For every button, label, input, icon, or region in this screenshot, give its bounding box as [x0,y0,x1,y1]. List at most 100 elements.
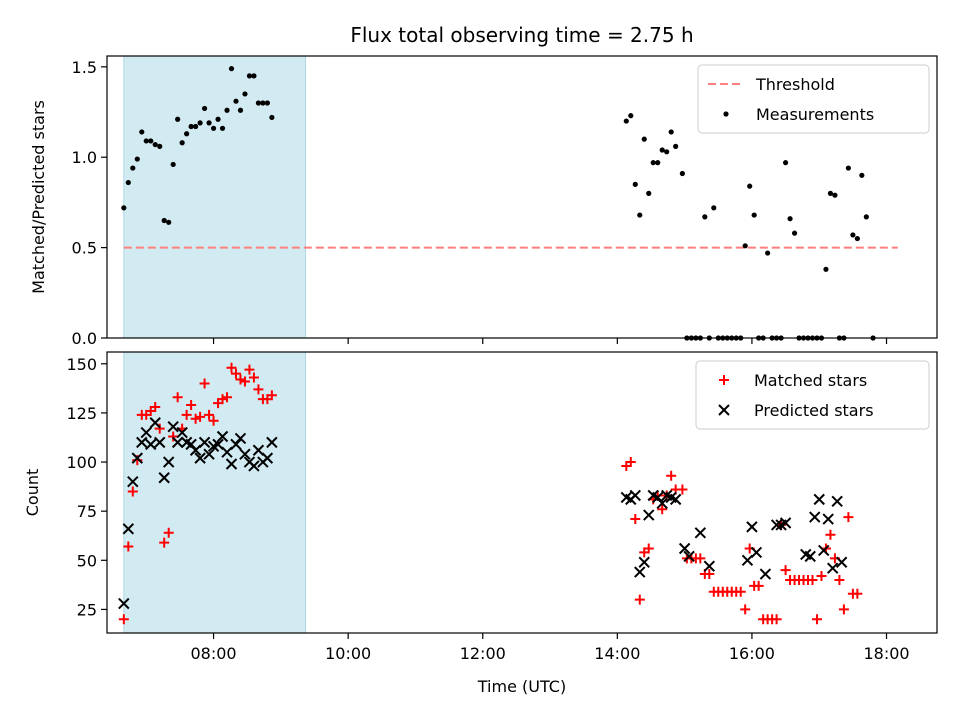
data-point [711,205,717,211]
data-point [198,436,211,449]
data-point [845,165,851,171]
x-tick-label: 08:00 [190,644,236,663]
data-point [237,107,244,113]
data-point [140,426,152,439]
data-point [832,192,838,198]
data-point [632,181,638,187]
chart-title: Flux total observing time = 2.75 h [350,23,693,47]
data-point [204,409,215,420]
data-point [831,495,843,508]
legend-measurements-swatch [723,111,729,117]
y-axis-label: Count [23,469,42,517]
data-point [251,73,257,79]
data-point [184,131,190,137]
data-point [668,129,674,135]
legend-box [697,64,930,134]
data-point [125,179,131,186]
data-point [212,438,224,451]
data-point [252,444,265,456]
data-point [235,374,246,385]
data-point [834,574,845,585]
data-point [118,614,129,625]
data-point [170,161,176,168]
data-point [148,138,154,144]
legend-box [695,360,930,430]
data-point [172,392,183,403]
data-point [637,212,643,218]
data-point [816,571,827,582]
data-point [190,413,201,424]
y-tick-label: 1.0 [72,148,97,167]
y-tick-label: 100 [66,453,97,472]
data-point [678,542,691,555]
data-point [266,390,277,401]
y-tick-label: 0.0 [72,329,97,348]
x-tick-label: 14:00 [594,644,640,663]
data-point [747,183,753,189]
y-tick-label: 1.5 [72,58,97,77]
data-point [852,588,863,599]
data-point [226,362,237,373]
data-point [189,444,202,456]
data-point [634,566,646,578]
data-point [859,172,865,178]
data-point [168,431,179,442]
data-point [203,448,215,460]
x-axis-label: Time (UTC) [477,677,566,696]
data-point [759,568,772,580]
data-point [134,156,140,162]
axes-frame [106,351,938,634]
data-point [234,432,247,445]
legend: Threshold Measurements [697,64,930,134]
bottom-panel: 25 50 75 100 125 150 08:00 10:00 12:00 14:00 16:00… [23,351,938,663]
data-point [239,448,251,460]
data-point [628,113,634,119]
data-point [646,190,652,196]
data-point [673,143,679,149]
data-point [161,217,167,224]
data-point [195,411,206,422]
data-point [823,266,829,272]
data-point [826,562,839,574]
legend-label: Threshold [755,75,835,94]
legend-matched-swatch [719,375,729,385]
data-point [664,149,670,155]
data-point [751,212,757,218]
data-point [246,73,253,79]
data-point [244,364,255,375]
data-point [208,415,219,426]
data-point [264,100,270,106]
data-point [765,250,771,256]
data-point [677,484,688,495]
y-tick-label: 150 [66,355,97,374]
legend: Matched stars Predicted stars [695,360,930,430]
data-point [750,546,763,559]
data-point [827,190,834,196]
data-point [253,384,264,395]
data-point [742,243,748,249]
data-point [746,521,758,533]
data-point [248,372,259,383]
data-point [162,456,175,468]
data-point [216,430,229,443]
data-point [166,219,172,225]
data-point [210,125,217,131]
data-point [735,586,746,597]
top-panel: 0.0 0.5 1.0 1.5 Matched/Predicted stars Thres… [29,55,938,348]
data-point [248,460,260,472]
data-point [694,527,707,539]
data-point [154,436,166,449]
data-point [163,527,174,538]
data-point [825,529,836,540]
data-point [222,392,233,403]
data-point [260,100,266,106]
data-point [233,98,239,104]
data-point [704,569,715,580]
data-point [149,417,161,429]
y-tick-label: 0.5 [72,239,97,258]
data-point [242,91,248,97]
data-point [225,458,238,470]
data-point [255,100,262,106]
data-point [863,214,869,220]
data-point [145,438,157,451]
